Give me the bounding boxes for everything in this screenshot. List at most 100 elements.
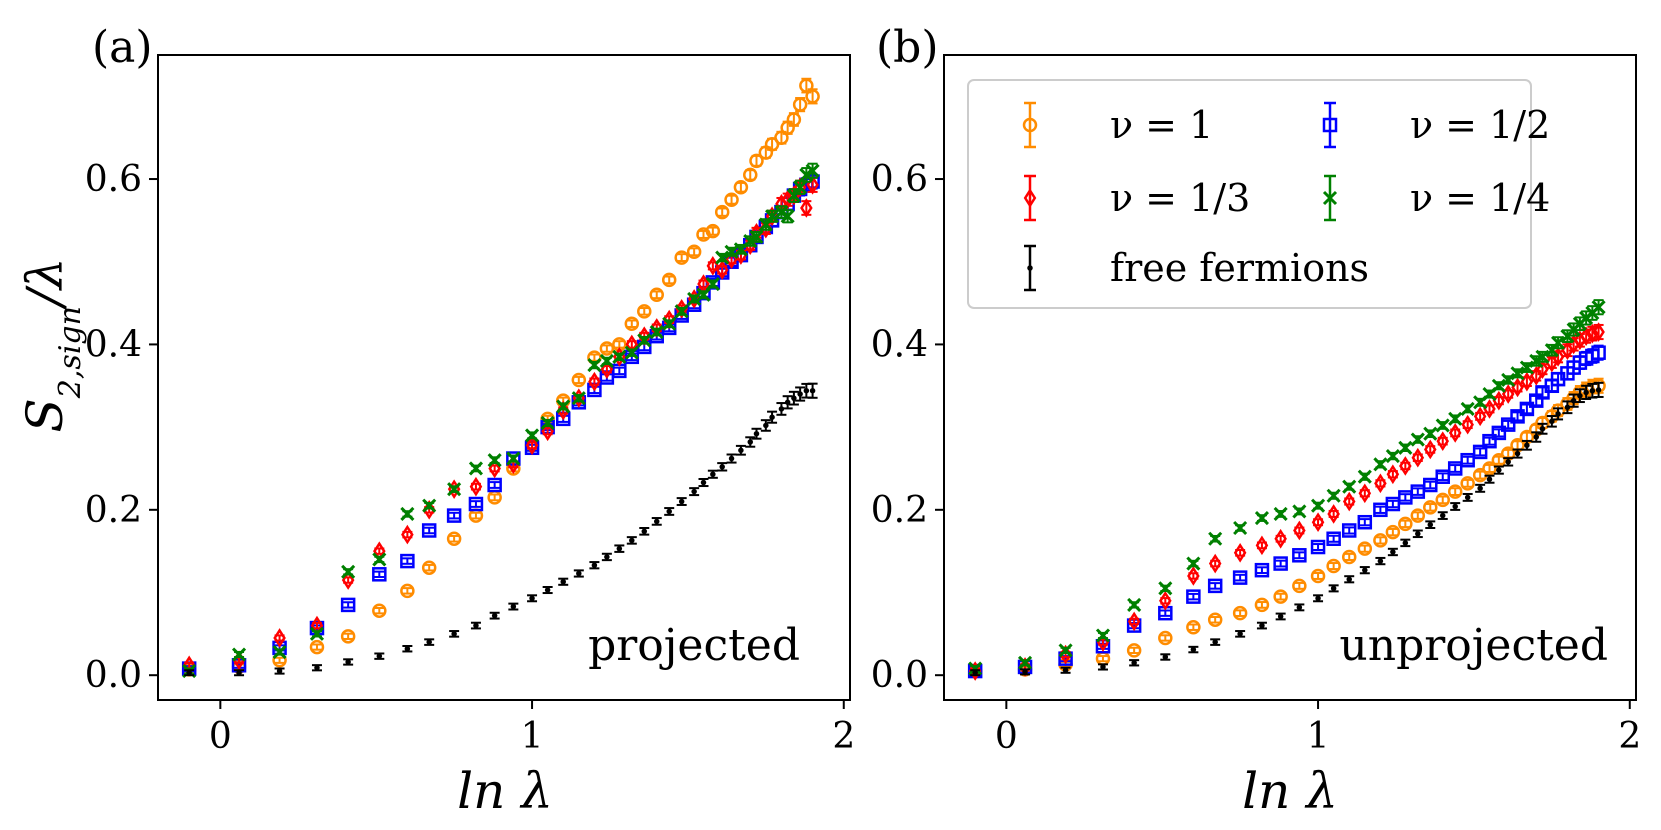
- x-tick-label: 0: [995, 716, 1018, 757]
- data-point: [1186, 556, 1201, 571]
- data-point: [1448, 411, 1463, 426]
- data-point: [1277, 613, 1284, 620]
- legend-label: free fermions: [1110, 246, 1369, 290]
- y-axis-title-tail: /λ: [16, 258, 74, 311]
- data-point: [968, 661, 983, 676]
- data-point: [1482, 461, 1497, 476]
- data-point: [1461, 414, 1474, 435]
- legend-marker: [1023, 188, 1037, 208]
- data-point: [1500, 417, 1516, 432]
- data-point: [1326, 531, 1341, 546]
- data-point: [400, 583, 415, 599]
- data-point: [376, 653, 383, 659]
- data-point: [340, 597, 356, 613]
- data-point: [447, 482, 462, 497]
- data-point: [1127, 611, 1141, 632]
- data-point: [1208, 553, 1222, 574]
- data-point: [276, 668, 283, 674]
- data-point: [705, 276, 720, 292]
- series-free: [184, 382, 818, 677]
- data-point: [1273, 556, 1288, 571]
- legend-entry-free: free fermions: [1024, 244, 1369, 292]
- y-tick-label: 0.2: [85, 490, 142, 531]
- data-point: [1427, 521, 1434, 528]
- data-point: [1022, 669, 1028, 675]
- data-point: [1237, 631, 1243, 637]
- data-point: [1233, 542, 1247, 563]
- data-point: [1131, 660, 1137, 666]
- data-point: [1232, 605, 1248, 621]
- x-tick-label: 1: [1307, 716, 1330, 757]
- data-point: [309, 639, 325, 655]
- data-point: [588, 371, 601, 392]
- data-point: [1583, 389, 1589, 396]
- data-point: [468, 496, 484, 512]
- data-point: [1255, 535, 1269, 556]
- data-point: [700, 479, 707, 486]
- panel-label-b: (b): [876, 22, 939, 73]
- data-point: [488, 458, 501, 479]
- data-point: [797, 391, 803, 397]
- data-point: [372, 603, 387, 618]
- annotation-projected: projected: [588, 620, 800, 671]
- data-point: [1362, 567, 1368, 573]
- data-point: [372, 552, 387, 567]
- data-point: [1259, 622, 1265, 629]
- data-point: [341, 564, 356, 579]
- data-point: [1273, 589, 1288, 604]
- legend-entry-nu1: ν = 1: [1022, 101, 1213, 149]
- data-point: [345, 659, 351, 665]
- x-tick-label: 0: [209, 716, 232, 757]
- data-point: [1415, 531, 1421, 537]
- data-point: [1473, 406, 1487, 427]
- data-point: [1589, 387, 1596, 394]
- legend-label: ν = 1/4: [1410, 176, 1550, 220]
- data-point: [1460, 476, 1475, 491]
- data-point: [674, 304, 689, 319]
- data-point: [616, 545, 623, 552]
- data-point: [1127, 597, 1142, 612]
- data-point: [1402, 540, 1409, 546]
- data-point: [624, 345, 639, 360]
- data-point: [576, 570, 582, 577]
- data-point: [1232, 570, 1248, 585]
- data-point: [544, 587, 551, 593]
- data-point: [1342, 479, 1357, 494]
- data-point: [400, 553, 415, 569]
- data-point: [705, 223, 721, 239]
- data-point: [1187, 566, 1200, 586]
- data-point: [738, 447, 744, 454]
- data-point: [529, 595, 535, 602]
- y-axis-title: S2,sign/λ: [16, 258, 88, 433]
- data-point: [1579, 326, 1593, 346]
- data-point: [1491, 425, 1507, 441]
- data-point: [1524, 442, 1530, 449]
- data-point: [1095, 628, 1111, 643]
- data-point: [1439, 512, 1446, 519]
- data-point: [1062, 667, 1069, 673]
- data-point: [541, 421, 554, 442]
- data-point: [1460, 401, 1475, 416]
- data-point: [468, 461, 484, 476]
- data-point: [1592, 322, 1605, 342]
- data-point: [1341, 523, 1357, 538]
- data-point: [1341, 549, 1357, 565]
- data-point: [749, 153, 764, 169]
- data-point: [1435, 492, 1450, 508]
- series-nu12: [967, 344, 1606, 679]
- data-point: [968, 661, 982, 681]
- data-point: [1595, 387, 1602, 393]
- data-point: [372, 567, 387, 582]
- data-point: [400, 506, 415, 522]
- data-point: [1254, 562, 1270, 578]
- legend-marker: [1322, 190, 1338, 206]
- data-point: [231, 647, 247, 662]
- x-tick-label: 2: [1618, 716, 1641, 757]
- data-point: [1310, 568, 1326, 584]
- data-point: [422, 498, 437, 513]
- data-point: [1126, 643, 1142, 658]
- data-point: [749, 229, 764, 244]
- data-point: [1390, 549, 1396, 555]
- data-point: [1482, 433, 1497, 449]
- data-point: [1273, 506, 1288, 522]
